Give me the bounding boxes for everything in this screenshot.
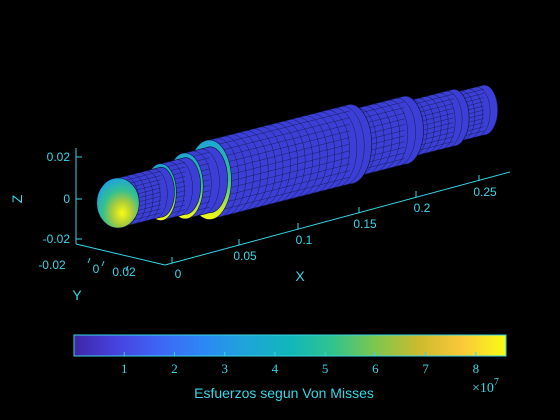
colorbar-tick-label: 6 [372, 361, 379, 376]
mesh-ring [168, 161, 185, 219]
y-tick-label: 0 [93, 262, 100, 276]
mesh-ring [176, 159, 193, 217]
x-tick-label: 0.2 [414, 201, 431, 215]
colorbar-gradient [73, 334, 507, 357]
x-axis-label: X [295, 268, 305, 284]
mesh-ring [275, 122, 299, 203]
mesh-ring [231, 134, 254, 215]
z-tick-label: -0.02 [43, 232, 71, 246]
mesh-line [209, 157, 350, 194]
y-tick-mark [125, 265, 129, 272]
colorbar-tick-label: 3 [221, 361, 228, 376]
mesh-ring [239, 132, 262, 213]
mesh-ring [389, 99, 408, 169]
mesh-line [209, 117, 350, 154]
mesh-ring [201, 148, 220, 216]
mesh-ring [327, 109, 350, 190]
colorbar: 1 2 3 4 5 6 7 8 Esfuerzos segun Von Misses ×107 [73, 334, 507, 401]
mesh-ring [312, 113, 335, 194]
mesh-ring [290, 119, 313, 200]
mesh-line [209, 123, 350, 161]
mesh-ring [298, 117, 321, 198]
y-tick-mark [101, 260, 105, 267]
mesh-ring [268, 124, 291, 205]
y-axis-label: Y [72, 287, 82, 303]
colorbar-tick-label: 8 [473, 361, 480, 376]
mesh-ring [357, 107, 377, 177]
z-axis-label: Z [9, 194, 25, 203]
mesh-ring [253, 128, 276, 209]
mesh-ring [283, 120, 306, 202]
mesh-ring [468, 88, 483, 140]
shaft-surface [96, 84, 499, 229]
mesh-ring [396, 97, 416, 167]
axes-layer [75, 148, 511, 272]
colorbar-label: Esfuerzos segun Von Misses [194, 385, 374, 401]
mesh-ring [246, 130, 269, 211]
mesh-ring [432, 94, 449, 152]
z-tick-label: 0 [63, 192, 70, 206]
mesh-line [209, 110, 350, 147]
mesh-ring [320, 111, 343, 192]
mesh-ring [193, 150, 212, 218]
x-tick-label: 0.15 [353, 217, 377, 231]
y-tick-label: 0.02 [112, 265, 136, 279]
mesh-ring [425, 96, 442, 154]
mesh-ring [224, 135, 247, 217]
y-tick-mark [87, 257, 91, 264]
mesh-ring [132, 174, 147, 225]
mesh-ring [373, 103, 393, 173]
mesh-ring [476, 86, 491, 138]
mesh-ring [216, 137, 239, 218]
z-tick-label: 0.02 [47, 150, 71, 164]
mesh-ring [153, 168, 168, 220]
x-axis-line [164, 171, 511, 266]
x-tick-label: 0 [175, 267, 182, 281]
colorbar-multiplier: ×107 [472, 377, 499, 396]
colorbar-tick-label: 5 [322, 361, 329, 376]
colorbar-tick-label: 7 [422, 361, 429, 376]
mesh-ring [305, 115, 328, 196]
mesh-ring [146, 170, 161, 222]
x-tick-label: 0.1 [296, 233, 313, 247]
mesh-ring [418, 97, 435, 156]
shaft-end-face [96, 177, 140, 229]
mesh-line [209, 130, 350, 167]
mesh-ring [139, 172, 154, 223]
mesh-ring [461, 90, 476, 142]
y-tick-label: -0.02 [38, 258, 66, 272]
mesh-line [209, 163, 350, 200]
mesh-line [209, 150, 350, 187]
x-tick-label: 0.05 [233, 249, 257, 263]
mesh-ring [335, 107, 358, 188]
colorbar-tick-label: 2 [171, 361, 178, 376]
mesh-ring [342, 105, 365, 186]
x-tick-label: 0.25 [473, 185, 497, 199]
mesh-ring [381, 101, 401, 171]
colorbar-tick-label: 4 [272, 361, 279, 376]
colorbar-tick-label: 1 [121, 361, 128, 376]
mesh-line [209, 143, 350, 180]
mesh-ring [439, 92, 456, 150]
mesh-line [209, 177, 350, 214]
mesh-ring [261, 126, 284, 207]
mesh-ring [365, 105, 385, 175]
y-axis-line [75, 243, 166, 266]
mesh-ring [446, 90, 463, 149]
